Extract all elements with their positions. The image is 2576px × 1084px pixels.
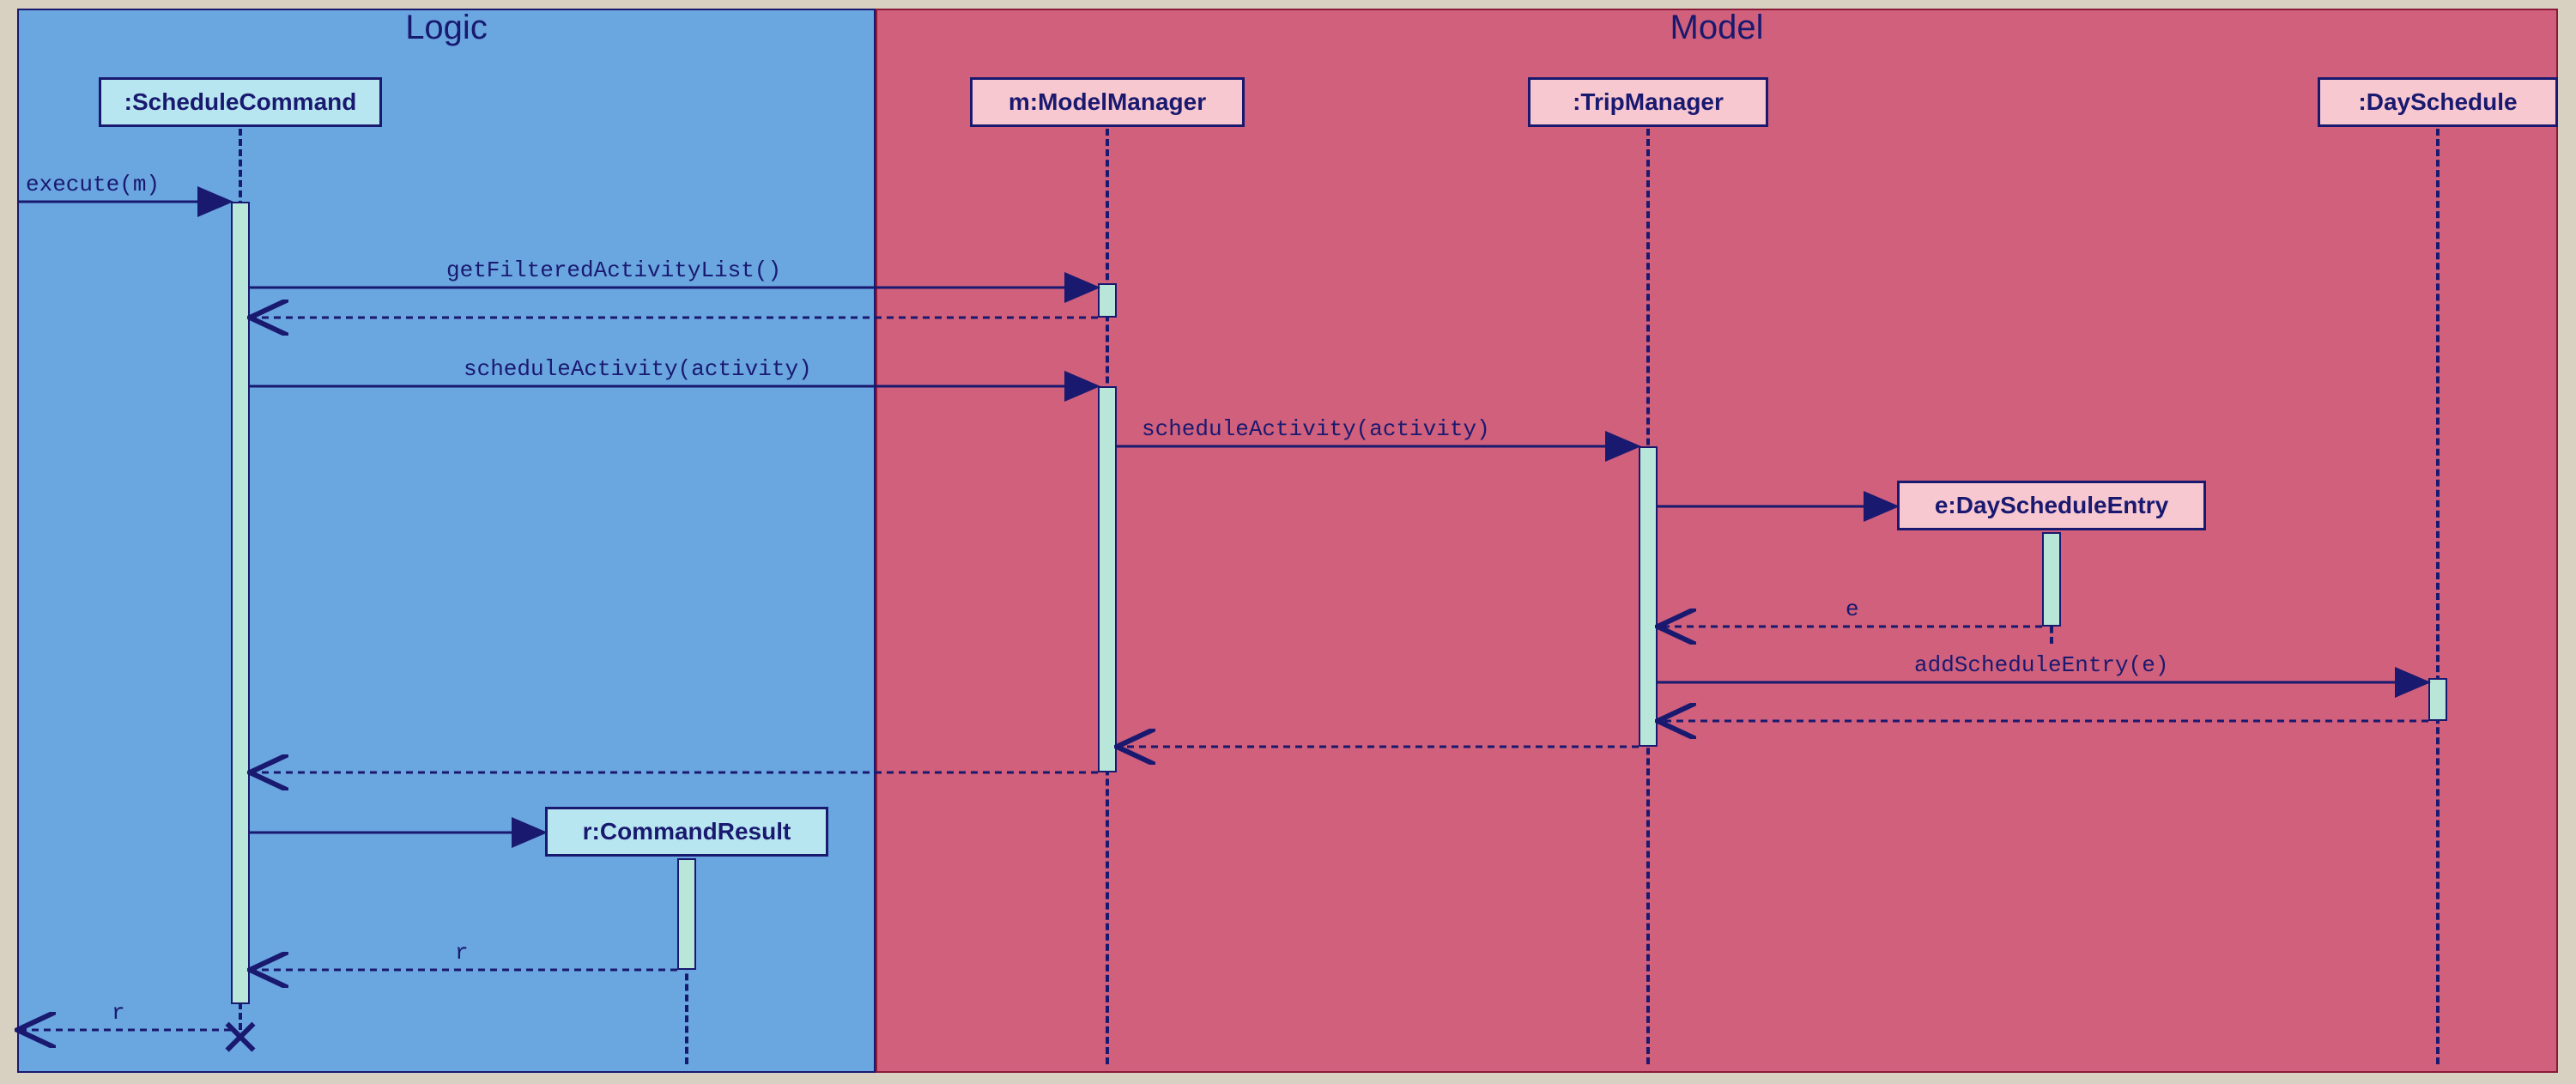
message-label-retFinal: r bbox=[112, 1000, 125, 1026]
message-label-retR: r bbox=[455, 940, 469, 966]
message-label-retE: e bbox=[1846, 597, 1859, 622]
message-label-schedAct: scheduleActivity(activity) bbox=[464, 356, 812, 382]
arrows-layer bbox=[0, 0, 2576, 1084]
message-label-getFilt: getFilteredActivityList() bbox=[446, 257, 781, 283]
destroy-symbol: ✕ bbox=[219, 1008, 262, 1069]
message-label-addSched: addScheduleEntry(e) bbox=[1914, 652, 2168, 678]
sequence-diagram: Logic Model :ScheduleCommandm:ModelManag… bbox=[0, 0, 2576, 1084]
message-label-schedAct2: scheduleActivity(activity) bbox=[1142, 416, 1490, 442]
message-label-execute: execute(m) bbox=[26, 172, 160, 197]
